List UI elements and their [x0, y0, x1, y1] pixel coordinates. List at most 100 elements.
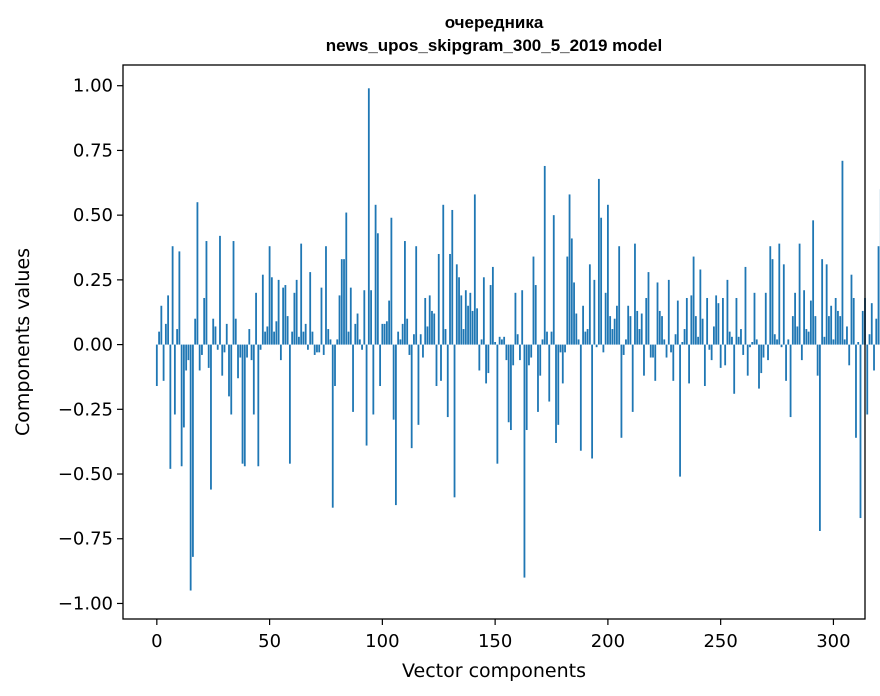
- bar: [480, 339, 483, 345]
- bar: [875, 318, 878, 345]
- bar: [300, 243, 303, 345]
- bar: [164, 323, 167, 345]
- bar: [345, 212, 348, 345]
- bar: [288, 344, 291, 464]
- bar: [356, 313, 359, 345]
- bar: [591, 344, 594, 459]
- bar: [232, 241, 235, 345]
- x-tick-label: 100: [365, 631, 399, 652]
- bar: [837, 310, 839, 345]
- bar: [762, 344, 765, 358]
- bar: [586, 329, 589, 345]
- bar: [309, 272, 312, 345]
- bar: [167, 295, 170, 345]
- bar: [575, 313, 578, 345]
- bar: [230, 344, 233, 415]
- bar: [194, 318, 197, 345]
- bar: [372, 344, 375, 415]
- bar: [198, 344, 201, 371]
- bar: [503, 336, 506, 345]
- bar: [354, 323, 357, 345]
- bar: [780, 344, 783, 348]
- bar: [343, 259, 345, 345]
- bar: [640, 313, 643, 345]
- bar: [205, 241, 208, 345]
- y-tick-label: 0.50: [73, 205, 113, 226]
- bar: [505, 344, 508, 361]
- bar: [809, 300, 812, 345]
- bar: [532, 256, 535, 345]
- bar: [221, 344, 224, 376]
- bar: [162, 344, 165, 381]
- bar: [782, 264, 785, 345]
- bar: [807, 331, 810, 345]
- bar: [453, 344, 456, 498]
- bar: [485, 344, 488, 384]
- bar: [446, 344, 449, 418]
- bar: [422, 344, 424, 358]
- bar: [773, 334, 776, 345]
- bar: [701, 318, 704, 345]
- bar: [559, 344, 562, 353]
- bar: [537, 344, 539, 412]
- bar: [832, 339, 835, 345]
- y-tick-label: 0.75: [73, 140, 113, 161]
- bar: [426, 326, 429, 345]
- bar: [327, 329, 330, 345]
- bar: [828, 316, 830, 345]
- bar: [719, 344, 722, 368]
- bar: [282, 287, 285, 345]
- bar: [620, 344, 623, 438]
- x-tick-label: 300: [816, 631, 850, 652]
- bar: [733, 344, 736, 394]
- bar: [857, 342, 860, 345]
- chart-title-line-1: очередника: [445, 13, 544, 32]
- bar: [737, 336, 740, 345]
- bar: [679, 344, 681, 477]
- bar: [207, 344, 210, 368]
- bar: [401, 323, 404, 345]
- bar: [546, 331, 548, 345]
- bar: [433, 313, 436, 345]
- bar: [219, 235, 221, 345]
- bar: [476, 308, 478, 345]
- chart-title-line-2: news_upos_skipgram_300_5_2019 model: [326, 36, 662, 55]
- bar: [530, 344, 533, 358]
- bar: [564, 344, 566, 353]
- bar: [868, 334, 871, 345]
- bar: [652, 344, 654, 358]
- y-tick-label: 0.00: [73, 335, 113, 356]
- bar: [622, 344, 625, 355]
- bar: [435, 344, 438, 387]
- bar: [708, 344, 711, 350]
- bar: [464, 290, 467, 345]
- bar: [316, 344, 318, 353]
- bar: [404, 241, 406, 345]
- bar: [877, 246, 880, 345]
- bar: [584, 331, 587, 345]
- bar: [625, 339, 627, 345]
- bar: [523, 344, 526, 578]
- bar: [715, 295, 718, 345]
- bar: [600, 217, 603, 345]
- bar: [694, 316, 697, 345]
- bar: [379, 344, 382, 387]
- bar: [291, 331, 294, 345]
- bar: [534, 285, 537, 345]
- y-axis-label: Components values: [12, 248, 34, 436]
- bar: [437, 253, 440, 345]
- bar: [264, 331, 266, 345]
- bar: [275, 321, 278, 345]
- bar: [352, 344, 354, 412]
- bar: [250, 344, 253, 361]
- plot-frame: [122, 64, 866, 620]
- bar: [661, 316, 663, 345]
- bar: [460, 295, 463, 345]
- bar: [798, 243, 801, 345]
- bar: [740, 329, 742, 345]
- bar: [839, 316, 842, 345]
- bar: [787, 339, 790, 345]
- bar: [803, 290, 806, 345]
- bar: [510, 344, 512, 431]
- bar: [478, 344, 481, 371]
